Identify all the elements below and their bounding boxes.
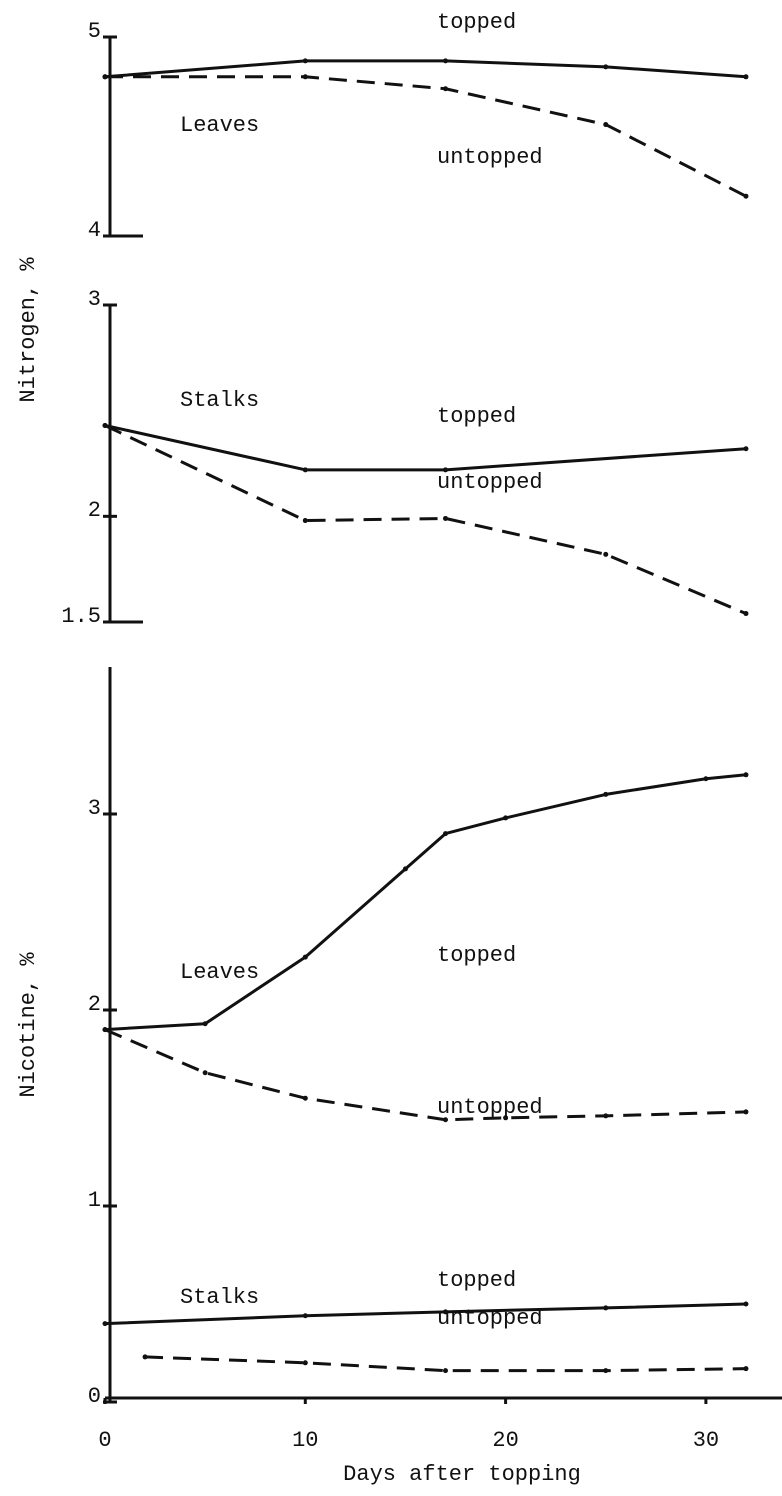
data-point bbox=[443, 1117, 449, 1123]
y-axis-label: Nitrogen, % bbox=[16, 257, 41, 403]
data-point bbox=[743, 74, 749, 80]
data-point bbox=[102, 1027, 108, 1033]
series-line bbox=[104, 773, 747, 1032]
group-label: Stalks bbox=[180, 1285, 259, 1310]
data-point bbox=[743, 1301, 749, 1307]
y-tick-label: 1 bbox=[88, 1188, 101, 1213]
series-label: topped bbox=[437, 943, 516, 968]
data-point bbox=[743, 446, 749, 452]
data-point bbox=[302, 1360, 308, 1366]
y-tick-label: 1.5 bbox=[61, 604, 101, 629]
data-point bbox=[302, 74, 308, 80]
group-label: Leaves bbox=[180, 960, 259, 985]
group-label: Stalks bbox=[180, 388, 259, 413]
data-point bbox=[603, 1113, 609, 1119]
y-tick-label: 0 bbox=[88, 1384, 101, 1409]
series-line bbox=[104, 1028, 746, 1122]
data-point bbox=[603, 1368, 609, 1374]
series-line bbox=[145, 1355, 746, 1373]
series-label: untopped bbox=[437, 145, 543, 170]
data-point bbox=[503, 815, 509, 821]
data-point bbox=[443, 467, 449, 473]
data-point bbox=[603, 1305, 609, 1311]
x-tick-label: 20 bbox=[492, 1428, 518, 1453]
data-point bbox=[443, 831, 449, 837]
y-tick-label: 2 bbox=[88, 498, 101, 523]
data-point bbox=[443, 1309, 449, 1315]
x-axis-label: Days after topping bbox=[343, 1462, 581, 1487]
data-point bbox=[443, 58, 449, 64]
data-point bbox=[302, 1095, 308, 1101]
data-point bbox=[743, 611, 749, 617]
data-point bbox=[302, 954, 308, 960]
series-label: untopped bbox=[437, 1095, 543, 1120]
y-tick-label: 3 bbox=[88, 796, 101, 821]
series-label: topped bbox=[437, 10, 516, 35]
group-label: Leaves bbox=[180, 113, 259, 138]
data-point bbox=[102, 422, 108, 428]
data-point bbox=[142, 1354, 148, 1360]
data-point bbox=[302, 518, 308, 524]
x-tick-label: 0 bbox=[98, 1428, 111, 1453]
data-point bbox=[302, 58, 308, 64]
data-point bbox=[703, 776, 709, 782]
data-point bbox=[743, 772, 749, 778]
x-tick-label: 10 bbox=[292, 1428, 318, 1453]
series-label: untopped bbox=[437, 1306, 543, 1331]
data-point bbox=[743, 193, 749, 199]
series-label: untopped bbox=[437, 470, 543, 495]
data-point bbox=[603, 791, 609, 797]
series-line bbox=[104, 423, 747, 472]
y-tick-label: 2 bbox=[88, 992, 101, 1017]
data-point bbox=[743, 1109, 749, 1115]
data-point bbox=[443, 86, 449, 92]
series-line bbox=[104, 59, 747, 79]
data-point bbox=[443, 1368, 449, 1374]
data-point bbox=[202, 1070, 208, 1076]
data-point bbox=[102, 74, 108, 80]
data-point bbox=[302, 467, 308, 473]
data-point bbox=[402, 866, 408, 872]
y-tick-label: 3 bbox=[88, 287, 101, 312]
data-point bbox=[202, 1021, 208, 1027]
y-tick-label: 5 bbox=[88, 19, 101, 44]
data-point bbox=[603, 64, 609, 70]
x-tick-label: 30 bbox=[693, 1428, 719, 1453]
data-point bbox=[102, 1321, 108, 1327]
series-label: topped bbox=[437, 1268, 516, 1293]
y-tick-label: 4 bbox=[88, 218, 101, 243]
series-label: topped bbox=[437, 404, 516, 429]
data-point bbox=[443, 515, 449, 521]
data-point bbox=[302, 1313, 308, 1319]
series-line bbox=[104, 424, 747, 615]
data-point bbox=[503, 1115, 509, 1121]
data-point bbox=[603, 551, 609, 557]
data-point bbox=[743, 1366, 749, 1372]
y-axis-label: Nicotine, % bbox=[16, 952, 41, 1098]
data-point bbox=[603, 122, 609, 128]
